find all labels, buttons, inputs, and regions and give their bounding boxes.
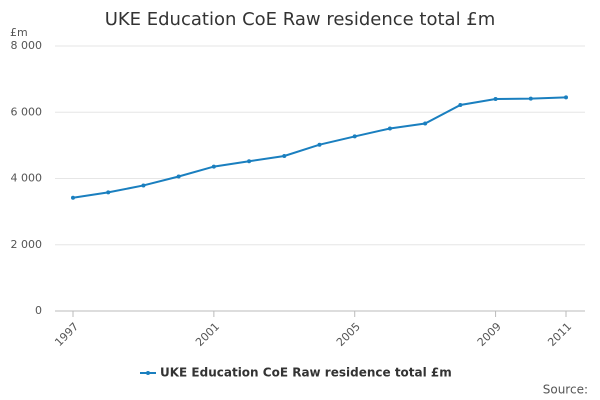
x-tick-label: 2011 xyxy=(545,320,574,349)
y-tick-label: 8 000 xyxy=(11,39,43,52)
point xyxy=(211,164,216,169)
legend-label: UKE Education CoE Raw residence total £m xyxy=(160,366,452,380)
source: Source: xyxy=(543,383,588,397)
point xyxy=(564,95,568,100)
point xyxy=(317,142,322,147)
point xyxy=(493,97,498,101)
y-tick-label: 4 000 xyxy=(11,172,43,185)
x-tick-label: 2005 xyxy=(334,320,363,349)
point xyxy=(458,102,463,107)
point xyxy=(423,121,428,126)
point xyxy=(176,174,181,179)
point xyxy=(106,190,111,195)
point xyxy=(71,195,75,200)
point xyxy=(141,183,146,188)
point xyxy=(387,126,392,131)
point xyxy=(247,159,252,164)
x-tick-label: 1997 xyxy=(52,320,81,349)
y-tick-label: 2 000 xyxy=(11,238,43,251)
x-tick-label: 2001 xyxy=(193,320,222,349)
x-tick-label: 2009 xyxy=(475,320,504,349)
legend-symbol xyxy=(146,371,150,375)
point xyxy=(282,153,287,158)
chart-title: UKE Education CoE Raw residence total £m xyxy=(105,9,496,30)
point xyxy=(352,134,357,139)
y-tick-label: 0 xyxy=(35,304,42,317)
y-axis-label: £m xyxy=(10,26,28,39)
y-tick-label: 6 000 xyxy=(11,105,43,118)
point xyxy=(528,96,533,101)
